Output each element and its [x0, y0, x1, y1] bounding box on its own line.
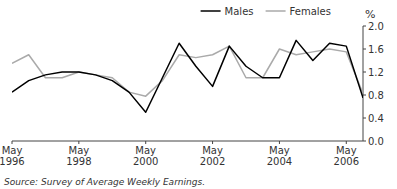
- series-line: [12, 40, 363, 112]
- x-axis: [12, 141, 363, 142]
- source-note: Source: Survey of Average Weekly Earning…: [4, 177, 205, 187]
- legend-label: Females: [290, 6, 331, 17]
- x-tick: [346, 141, 347, 144]
- y-tick-label: 0.4: [368, 113, 384, 124]
- x-tick-label: May1996: [0, 145, 25, 167]
- x-tick: [279, 141, 280, 144]
- legend-swatch: [201, 10, 221, 12]
- y-tick-label: 1.2: [368, 67, 384, 78]
- legend-label: Males: [225, 6, 254, 17]
- x-tick-label: May1998: [66, 145, 91, 167]
- y-tick-label: 0.0: [368, 136, 384, 147]
- x-tick-label: May2002: [200, 145, 225, 167]
- y-tick-label: 1.6: [368, 44, 384, 55]
- x-tick: [12, 141, 13, 144]
- x-tick-label: May2006: [334, 145, 359, 167]
- y-tick-label: 0.8: [368, 90, 384, 101]
- x-tick-label: May2000: [133, 145, 158, 167]
- lines: [12, 40, 363, 112]
- y-axis: [363, 26, 364, 141]
- y-tick-label: 2.0: [368, 21, 384, 32]
- x-tick: [78, 141, 79, 144]
- legend-swatch: [266, 10, 286, 12]
- chart: 0.0 0.4 0.8 1.2 1.6 2.0% May1996 May1998 May2000…: [0, 0, 397, 189]
- x-tick: [212, 141, 213, 144]
- x-tick-label: May2004: [267, 145, 292, 167]
- y-axis-label: %: [365, 8, 375, 21]
- x-tick: [145, 141, 146, 144]
